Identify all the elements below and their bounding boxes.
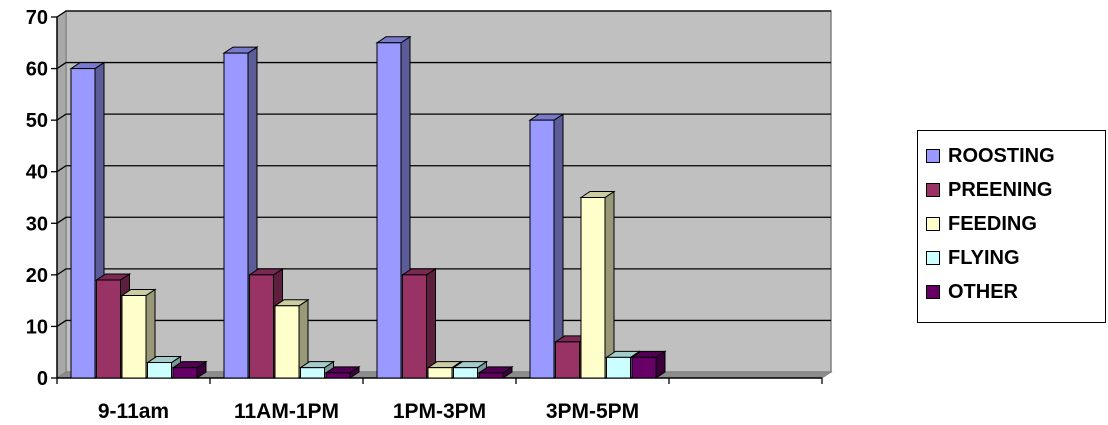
y-tick-label: 70 <box>26 7 48 29</box>
bar-other-9-11am <box>171 360 208 379</box>
y-tick-label: 40 <box>26 162 48 184</box>
y-tick-label: 10 <box>26 316 48 338</box>
y-tick-label: 60 <box>26 59 48 81</box>
bar-preening-1PM-3PM <box>400 267 438 379</box>
bar-other-3PM-5PM <box>630 350 667 379</box>
plot-wall <box>55 10 833 379</box>
gridlines <box>56 10 831 327</box>
x-tick-label: 9-11am <box>98 400 169 423</box>
legend-swatch <box>926 183 940 197</box>
legend: ROOSTING PREENING FEEDING FLYING OTHER <box>917 130 1106 323</box>
bar-feeding-11AM-1PM <box>273 298 310 379</box>
x-tick-label: 3PM-5PM <box>546 400 639 423</box>
gridline <box>56 61 831 70</box>
legend-swatch <box>926 217 940 231</box>
gridline <box>56 165 831 173</box>
x-tick-label: 1PM-3PM <box>393 400 486 423</box>
axis-labels: 0 10 20 30 40 50 60 70 9-11am 11AM-1PM 1PM-3PM 3PM-… <box>26 7 639 423</box>
y-tick-label: 50 <box>26 110 48 132</box>
bar-roosting-9-11am <box>69 61 106 379</box>
bar-feeding-9-11am <box>120 288 157 379</box>
legend-label: OTHER <box>948 280 1018 303</box>
legend-item-feeding: FEEDING <box>926 211 1037 237</box>
bar-feeding-3PM-5PM <box>579 190 616 379</box>
bar-other-11AM-1PM <box>324 365 361 379</box>
plot-back-wall <box>65 10 832 373</box>
bar-other-1PM-3PM <box>477 365 514 379</box>
legend-label: FEEDING <box>948 212 1037 235</box>
legend-item-roosting: ROOSTING <box>926 143 1055 169</box>
legend-label: ROOSTING <box>948 144 1055 167</box>
legend-item-preening: PREENING <box>926 177 1052 203</box>
gridline <box>56 268 831 276</box>
gridline <box>56 113 831 121</box>
y-tick-label: 20 <box>26 265 48 287</box>
gridline <box>56 216 831 224</box>
gridline <box>56 10 831 18</box>
legend-item-flying: FLYING <box>926 245 1020 271</box>
y-tick-label: 30 <box>26 213 48 235</box>
legend-swatch <box>926 149 940 163</box>
y-tick-label: 0 <box>37 368 48 390</box>
legend-swatch <box>926 251 940 265</box>
legend-label: PREENING <box>948 178 1053 201</box>
gridline <box>56 319 831 327</box>
bar-roosting-3PM-5PM <box>528 113 565 379</box>
legend-item-other: OTHER <box>926 279 1018 305</box>
bars <box>69 35 667 379</box>
legend-label: FLYING <box>948 246 1020 269</box>
legend-swatch <box>926 285 940 299</box>
x-tick-label: 11AM-1PM <box>234 400 339 423</box>
